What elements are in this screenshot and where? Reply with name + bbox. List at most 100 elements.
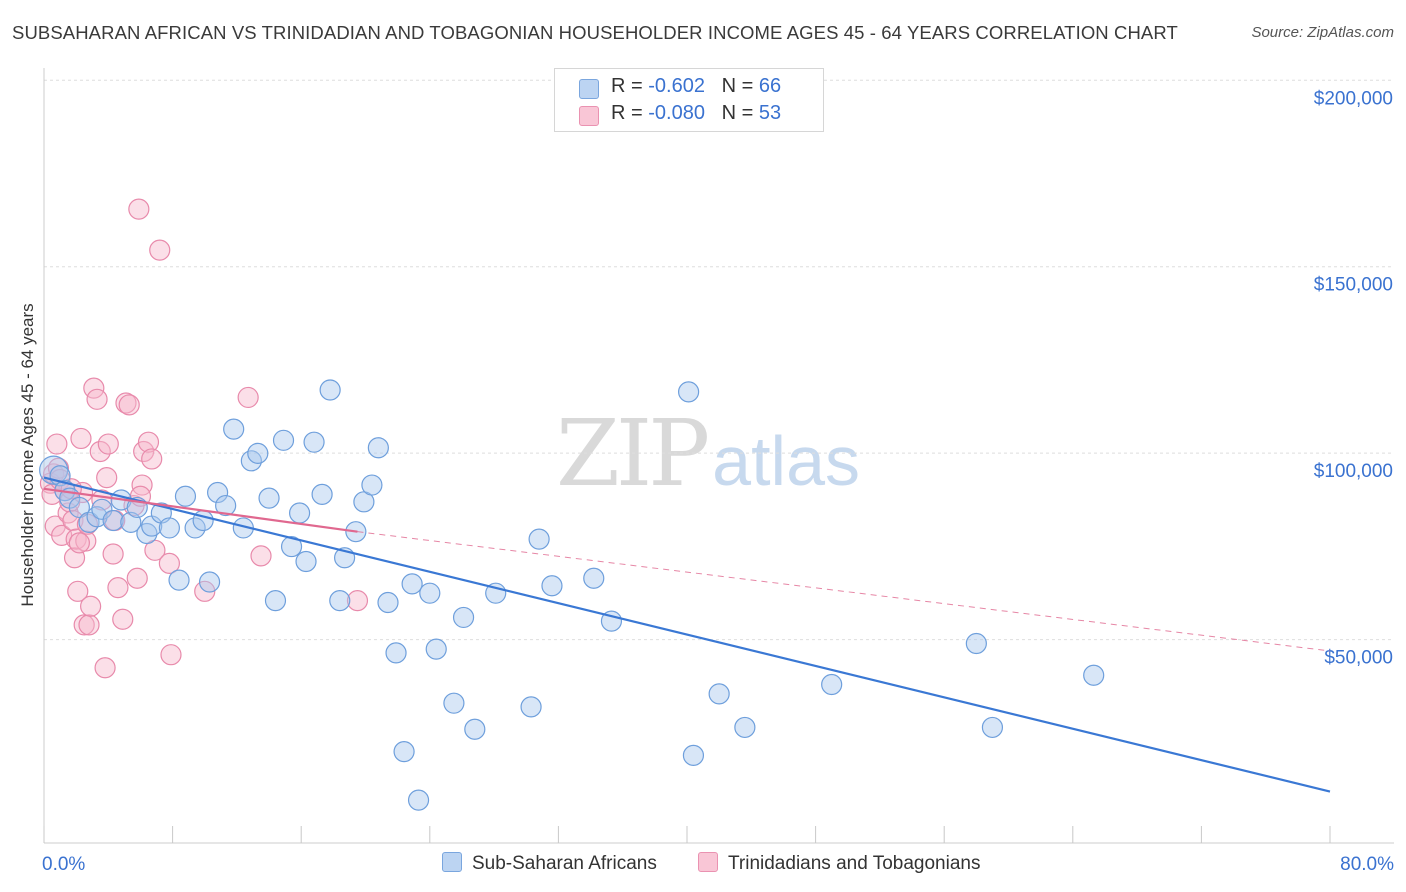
pink-point xyxy=(80,595,102,617)
blue-point xyxy=(541,575,563,597)
pink-swatch-icon xyxy=(579,106,599,126)
blue-point xyxy=(377,591,399,614)
legend-item-trinidadian: Trinidadians and Tobagonians xyxy=(698,852,980,875)
blue-point xyxy=(401,573,423,595)
pink-point xyxy=(107,576,129,599)
blue-point xyxy=(258,487,280,509)
blue-point xyxy=(174,485,197,507)
pink-point xyxy=(46,433,68,455)
pink-point xyxy=(346,590,369,612)
pink-point xyxy=(250,545,272,567)
pink-point xyxy=(78,614,100,636)
blue-point xyxy=(821,673,843,696)
blue-swatch-icon xyxy=(579,79,599,99)
blue-trend-line xyxy=(43,476,1331,793)
blue-point xyxy=(158,517,180,539)
pink-point xyxy=(160,644,182,666)
blue-point xyxy=(280,535,303,558)
stats-r-value-blue: -0.602 xyxy=(648,75,705,97)
blue-point xyxy=(708,683,730,705)
blue-point xyxy=(528,528,550,550)
x-tick-label: 0.0% xyxy=(42,854,85,875)
blue-point xyxy=(264,590,287,612)
pink-point xyxy=(126,567,148,589)
blue-point xyxy=(600,610,623,632)
blue-point xyxy=(678,381,700,403)
pink-point xyxy=(73,614,95,636)
pink-point xyxy=(94,657,116,679)
pink-point xyxy=(86,388,108,410)
pink-point xyxy=(237,386,259,409)
blue-point xyxy=(198,571,221,593)
blue-point xyxy=(223,418,245,440)
blue-point xyxy=(184,517,206,539)
legend-label-trinidadian: Trinidadians and Tobagonians xyxy=(728,853,981,874)
pink-point xyxy=(149,239,171,261)
pink-trend-line xyxy=(43,487,358,533)
blue-point xyxy=(520,696,542,718)
blue-point xyxy=(168,569,190,591)
blue-legend-swatch-icon xyxy=(442,852,462,872)
blue-point xyxy=(68,496,90,519)
blue-point xyxy=(583,567,605,589)
blue-point xyxy=(192,509,214,532)
blue-point xyxy=(464,718,486,740)
legend-item-sub-saharan: Sub-Saharan Africans xyxy=(442,852,657,875)
blue-point xyxy=(393,741,415,763)
pink-point xyxy=(112,608,134,630)
pink-point xyxy=(158,552,180,574)
blue-point xyxy=(443,692,465,714)
blue-point xyxy=(361,474,383,496)
blue-point xyxy=(1083,664,1105,686)
pink-point xyxy=(118,394,140,416)
pink-point xyxy=(89,440,111,463)
pink-trend-dashed xyxy=(357,531,1331,652)
blue-point xyxy=(91,498,113,520)
chart-title: SUBSAHARAN AFRICAN VS TRINIDADIAN AND TO… xyxy=(12,22,1178,43)
pink-legend-swatch-icon xyxy=(698,852,718,872)
blue-point xyxy=(319,379,341,401)
stats-r-label: R = xyxy=(611,75,649,97)
y-tick-label: $200,000 xyxy=(1314,88,1393,109)
pink-point xyxy=(47,457,70,479)
pink-point xyxy=(96,467,118,489)
pink-point xyxy=(137,431,160,453)
pink-point xyxy=(102,543,124,565)
blue-point xyxy=(247,442,269,464)
pink-point xyxy=(67,580,89,602)
blue-point xyxy=(215,494,237,517)
y-tick-label: $50,000 xyxy=(1324,648,1393,669)
blue-point xyxy=(207,481,229,504)
blue-point xyxy=(295,550,317,573)
blue-point xyxy=(303,431,325,453)
pink-point xyxy=(115,392,137,414)
x-tick-label: 80.0% xyxy=(1340,854,1394,875)
source-label: Source: ZipAtlas.com xyxy=(1251,24,1394,41)
blue-point xyxy=(965,632,987,655)
blue-point xyxy=(734,716,756,739)
stats-n-value-pink: 53 xyxy=(758,102,782,124)
stats-n-value-blue: 66 xyxy=(758,75,782,97)
stats-r-value-pink: -0.080 xyxy=(648,102,705,124)
stats-n-label: N = xyxy=(721,75,759,97)
blue-point xyxy=(452,606,475,629)
pink-point xyxy=(97,433,119,455)
pink-point xyxy=(128,198,150,220)
blue-point xyxy=(367,437,389,459)
blue-point xyxy=(407,789,430,811)
pink-point xyxy=(68,532,90,554)
pink-point xyxy=(141,448,163,470)
pink-point xyxy=(70,427,92,450)
blue-point xyxy=(425,638,447,660)
y-axis-label: Householder Income Ages 45 - 64 years xyxy=(18,303,37,607)
blue-point xyxy=(419,582,441,604)
blue-point xyxy=(682,744,705,766)
blue-point xyxy=(329,590,351,612)
blue-point xyxy=(385,642,407,664)
blue-point xyxy=(272,429,295,451)
pink-point xyxy=(131,474,153,496)
stats-n-label: N = xyxy=(721,102,759,124)
blue-point xyxy=(981,716,1004,739)
y-tick-label: $150,000 xyxy=(1314,275,1393,296)
